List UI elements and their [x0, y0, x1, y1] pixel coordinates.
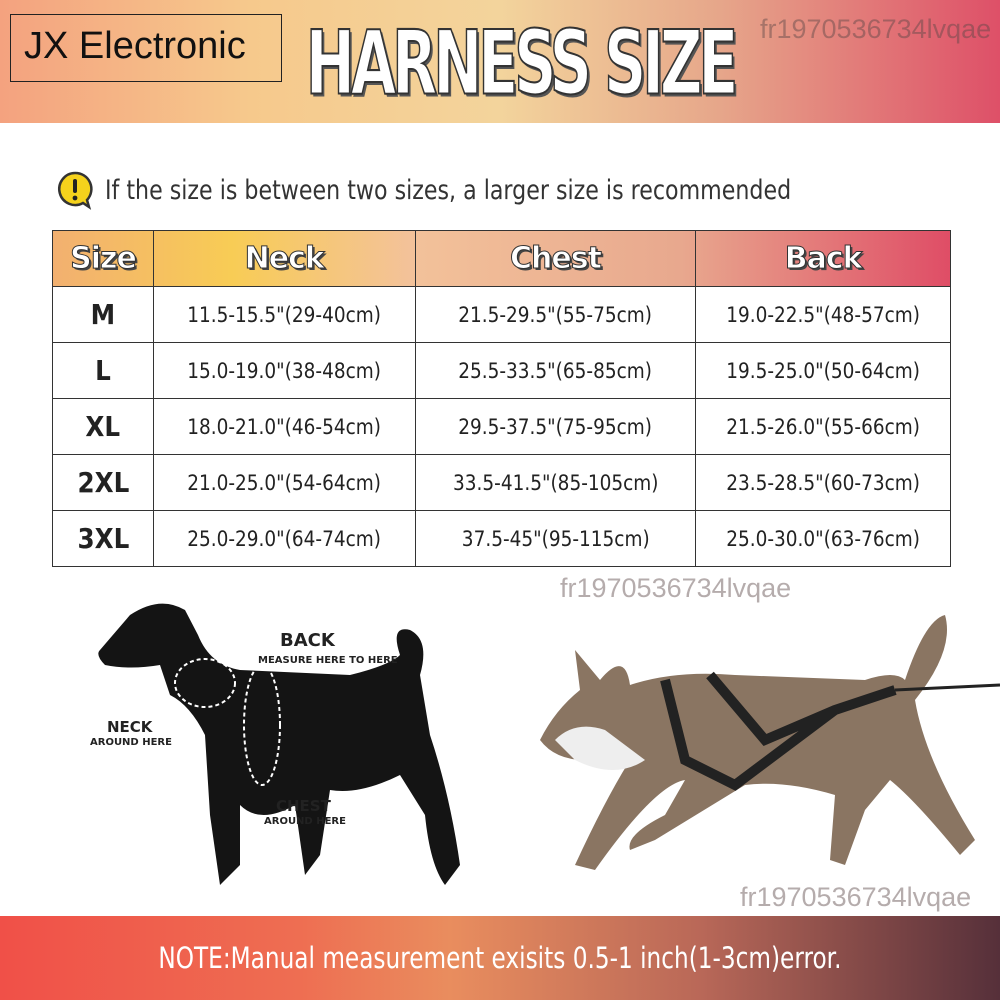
chest-cell: 21.5-29.5"(55-75cm) [414, 286, 697, 343]
cell-text: 19.0-22.5"(48-57cm) [726, 302, 921, 327]
dog-silhouette-icon [98, 603, 460, 885]
watermark-table: fr1970536734lvqae [560, 573, 792, 603]
cell-text: 21.5-26.0"(55-66cm) [726, 414, 921, 439]
chest-cell: 33.5-41.5"(85-105cm) [414, 454, 697, 511]
brand-label: JX Electronic [10, 14, 282, 82]
header-banner [0, 0, 1000, 123]
cell-text: L [95, 354, 111, 387]
cell-text: M [90, 298, 116, 331]
chest-cell: 25.5-33.5"(65-85cm) [414, 342, 697, 399]
dog-measurement-diagram [98, 603, 460, 885]
husky-body [540, 615, 975, 870]
header-chest: Chest [414, 230, 697, 287]
size-cell: 2XL [52, 454, 154, 511]
back-cell: 23.5-28.5"(60-73cm) [695, 454, 951, 511]
cell-text: 2XL [77, 466, 129, 499]
cell-text: 25.0-30.0"(63-76cm) [726, 526, 921, 551]
table-row: M 11.5-15.5"(29-40cm) 21.5-29.5"(55-75cm) 1… [52, 286, 951, 343]
chest-sublabel: AROUND HERE [264, 816, 346, 827]
cell-text: 25.0-29.0"(64-74cm) [187, 526, 382, 551]
harness-leash [894, 683, 1000, 692]
table-row: XL 18.0-21.0"(46-54cm) 29.5-37.5"(75-95cm)… [52, 398, 951, 455]
husky-photo [540, 615, 1000, 870]
cell-text: XL [85, 410, 121, 443]
size-cell: XL [52, 398, 154, 455]
size-cell: M [52, 286, 154, 343]
cell-text: 3XL [77, 522, 129, 555]
table-row: 2XL 21.0-25.0"(54-64cm) 33.5-41.5"(85-105c… [52, 454, 951, 511]
watermark: fr1970536734lvqae [760, 14, 992, 44]
neck-label: NECK [107, 718, 153, 736]
size-cell: 3XL [52, 510, 154, 567]
size-tip: If the size is between two sizes, a larg… [55, 170, 942, 210]
chest-measure-ring [243, 664, 281, 786]
chest-cell: 29.5-37.5"(75-95cm) [414, 398, 697, 455]
chest-cell: 37.5-45"(95-115cm) [414, 510, 697, 567]
back-cell: 25.0-30.0"(63-76cm) [695, 510, 951, 567]
cell-text: 21.5-29.5"(55-75cm) [458, 302, 653, 327]
note-banner: NOTE:Manual measurement exisits 0.5-1 in… [0, 916, 1000, 1000]
page-title: HARNESS SIZE [305, 11, 739, 115]
harness-straps [660, 671, 897, 791]
table-row: L 15.0-19.0"(38-48cm) 25.5-33.5"(65-85cm) 1… [52, 342, 951, 399]
back-label: BACK [280, 630, 335, 651]
back-cell: 21.5-26.0"(55-66cm) [695, 398, 951, 455]
table-row: 3XL 25.0-29.0"(64-74cm) 37.5-45"(95-115cm)… [52, 510, 951, 567]
table-header-row: Size Neck Chest Back [52, 230, 951, 287]
neck-cell: 25.0-29.0"(64-74cm) [152, 510, 416, 567]
cell-text: 25.5-33.5"(65-85cm) [458, 358, 653, 383]
cell-text: 11.5-15.5"(29-40cm) [187, 302, 382, 327]
husky-chest-fur [555, 726, 645, 770]
neck-measure-ring [174, 658, 236, 708]
back-cell: 19.0-22.5"(48-57cm) [695, 286, 951, 343]
neck-cell: 21.0-25.0"(54-64cm) [152, 454, 416, 511]
cell-text: 23.5-28.5"(60-73cm) [726, 470, 921, 495]
neck-cell: 11.5-15.5"(29-40cm) [152, 286, 416, 343]
back-cell: 19.5-25.0"(50-64cm) [695, 342, 951, 399]
cell-text: 15.0-19.0"(38-48cm) [187, 358, 382, 383]
cell-text: 18.0-21.0"(46-54cm) [187, 414, 382, 439]
header-back: Back [695, 230, 951, 287]
neck-cell: 18.0-21.0"(46-54cm) [152, 398, 416, 455]
chest-label: CHEST [276, 797, 331, 815]
exclamation-bubble-icon [58, 171, 93, 210]
header-size: Size [52, 230, 154, 287]
cell-text: 29.5-37.5"(75-95cm) [458, 414, 653, 439]
back-sublabel: MEASURE HERE TO HERE [258, 655, 398, 666]
neck-sublabel: AROUND HERE [90, 737, 172, 748]
tip-text: If the size is between two sizes, a larg… [105, 174, 792, 206]
note-text: NOTE:Manual measurement exisits 0.5-1 in… [158, 941, 842, 975]
size-cell: L [52, 342, 154, 399]
cell-text: 37.5-45"(95-115cm) [461, 526, 650, 551]
cell-text: 33.5-41.5"(85-105cm) [452, 470, 659, 495]
header-neck: Neck [152, 230, 416, 287]
watermark-bottom: fr1970536734lvqae [740, 882, 972, 912]
neck-cell: 15.0-19.0"(38-48cm) [152, 342, 416, 399]
cell-text: 21.0-25.0"(54-64cm) [187, 470, 382, 495]
size-table: Size Neck Chest Back M 11.5-15.5"(29-40cm… [52, 230, 951, 567]
cell-text: 19.5-25.0"(50-64cm) [726, 358, 921, 383]
